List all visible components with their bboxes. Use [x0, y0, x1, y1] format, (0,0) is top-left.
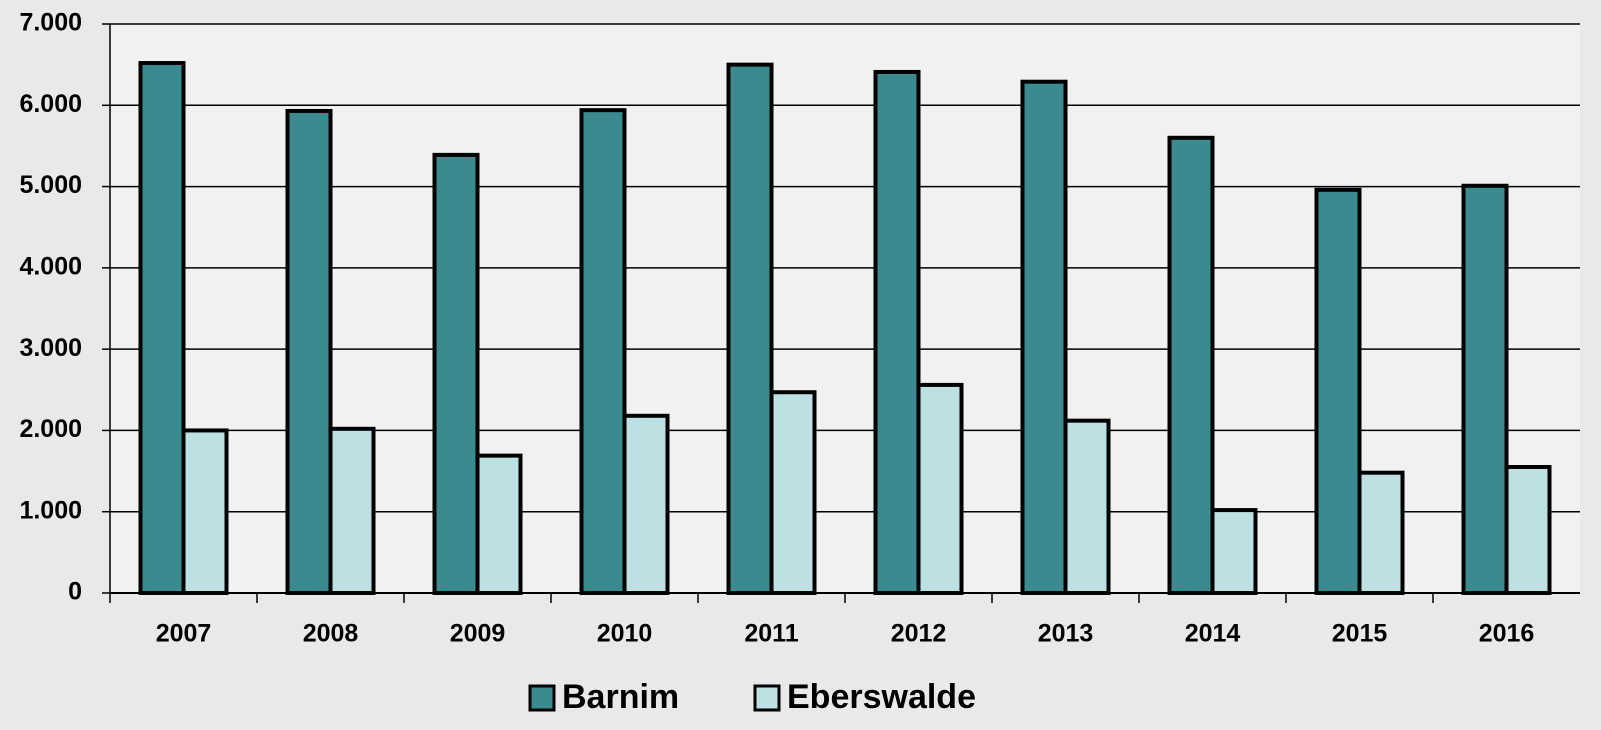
bar	[138, 61, 186, 595]
legend-label: Barnim	[562, 678, 679, 716]
bar	[1504, 465, 1552, 595]
y-tick-label: 6.000	[19, 90, 82, 118]
bar	[475, 453, 523, 595]
y-tick-label: 0	[68, 578, 82, 606]
bar	[285, 108, 333, 596]
x-tick-label: 2010	[597, 620, 653, 648]
x-tick-label: 2008	[303, 620, 359, 648]
bar	[181, 428, 229, 595]
y-tick-label: 5.000	[19, 171, 82, 199]
bar	[1314, 187, 1362, 596]
bar	[1063, 418, 1111, 595]
legend-label: Eberswalde	[787, 678, 976, 716]
y-tick-label: 3.000	[19, 334, 82, 362]
y-tick-label: 4.000	[19, 252, 82, 280]
y-tick-label: 7.000	[19, 9, 82, 37]
bar	[873, 69, 921, 596]
bar	[622, 413, 670, 595]
bar	[328, 426, 376, 595]
x-tick-label: 2007	[156, 620, 212, 648]
bar	[726, 62, 774, 595]
legend-swatch	[528, 684, 556, 712]
bar	[579, 108, 627, 595]
x-tick-label: 2009	[450, 620, 506, 648]
bar	[432, 152, 480, 595]
y-tick-label: 1.000	[19, 496, 82, 524]
bar	[1210, 508, 1258, 595]
bar	[769, 390, 817, 595]
x-tick-label: 2016	[1479, 620, 1535, 648]
x-tick-label: 2014	[1185, 620, 1241, 648]
bar	[1461, 183, 1509, 595]
bar	[1357, 470, 1405, 595]
y-tick-label: 2.000	[19, 415, 82, 443]
bar	[916, 382, 964, 595]
x-tick-label: 2011	[744, 620, 798, 648]
x-tick-label: 2012	[891, 620, 947, 648]
x-tick-label: 2013	[1038, 620, 1094, 648]
x-tick-label: 2015	[1332, 620, 1388, 648]
bar	[1167, 135, 1215, 596]
legend-swatch	[753, 684, 781, 712]
bar	[1020, 79, 1068, 595]
